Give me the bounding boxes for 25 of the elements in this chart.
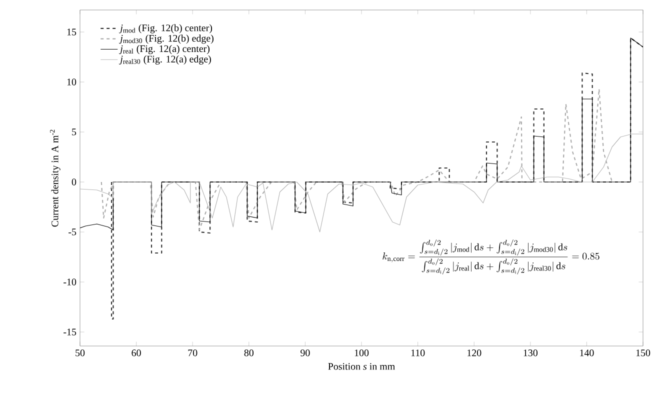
legend-label: j$_{mod}$ (Fig. 12(b) center): [119, 24, 212, 34]
x-tick-label: 70: [188, 350, 198, 356]
y-tick-label: -15: [64, 328, 76, 336]
x-tick-label: 150: [636, 350, 650, 356]
x-tick-label: 140: [580, 350, 594, 356]
annotation: $k_{\mathrm{n,corr}} = \frac{\int_{s=d_\mathrm{i}/2}^{d_\mathrm{o}/2} |j_\mathrm{mod}|\,\mathrm{d}s + \int_{s=d_\mathrm{i}/2}^{d_\mathrm{o}/2} |j_\mathrm{mod30}|\,\mathrm{d}s}{\int_{s=d_\mathrm{i}/2}^{d_\mathrm{o}/2} |j_\mathrm{real}|\,\mathrm{d}s + \int_{s=d_\mathrm{i}/2}^{d_\mathrm{o}/2} |j_\mathrm{real30}|\,\mathrm{d}s} = 0.85$: [382, 239, 600, 274]
x-tick-label: 60: [132, 350, 141, 356]
x-tick-label: 80: [244, 350, 254, 356]
y-tick-label: -10: [64, 278, 76, 286]
x-tick-label: 100: [354, 350, 369, 356]
y-tick-label: 10: [67, 78, 76, 86]
x-axis-title: Position s in mm: [328, 363, 395, 370]
y-tick-label: 5: [72, 128, 76, 136]
legend-label: j$_{real}$ (Fig. 12(a) center): [119, 45, 210, 54]
x-tick-label: 90: [300, 350, 310, 356]
y-tick-label: -5: [68, 228, 76, 236]
y-tick-label: 0: [72, 178, 76, 186]
y-axis-title: Current density in A m$^{-2}$: [50, 130, 60, 227]
x-tick-label: 50: [76, 350, 85, 356]
x-tick-label: 120: [468, 350, 482, 356]
legend-label: j$_{mod30}$ (Fig. 12(b) edge): [119, 34, 214, 44]
x-tick-label: 110: [411, 350, 425, 356]
y-tick-label: 15: [67, 28, 76, 36]
legend-label: j$_{real30}$ (Fig. 12(a) edge): [119, 55, 211, 65]
x-tick-label: 130: [524, 350, 538, 356]
